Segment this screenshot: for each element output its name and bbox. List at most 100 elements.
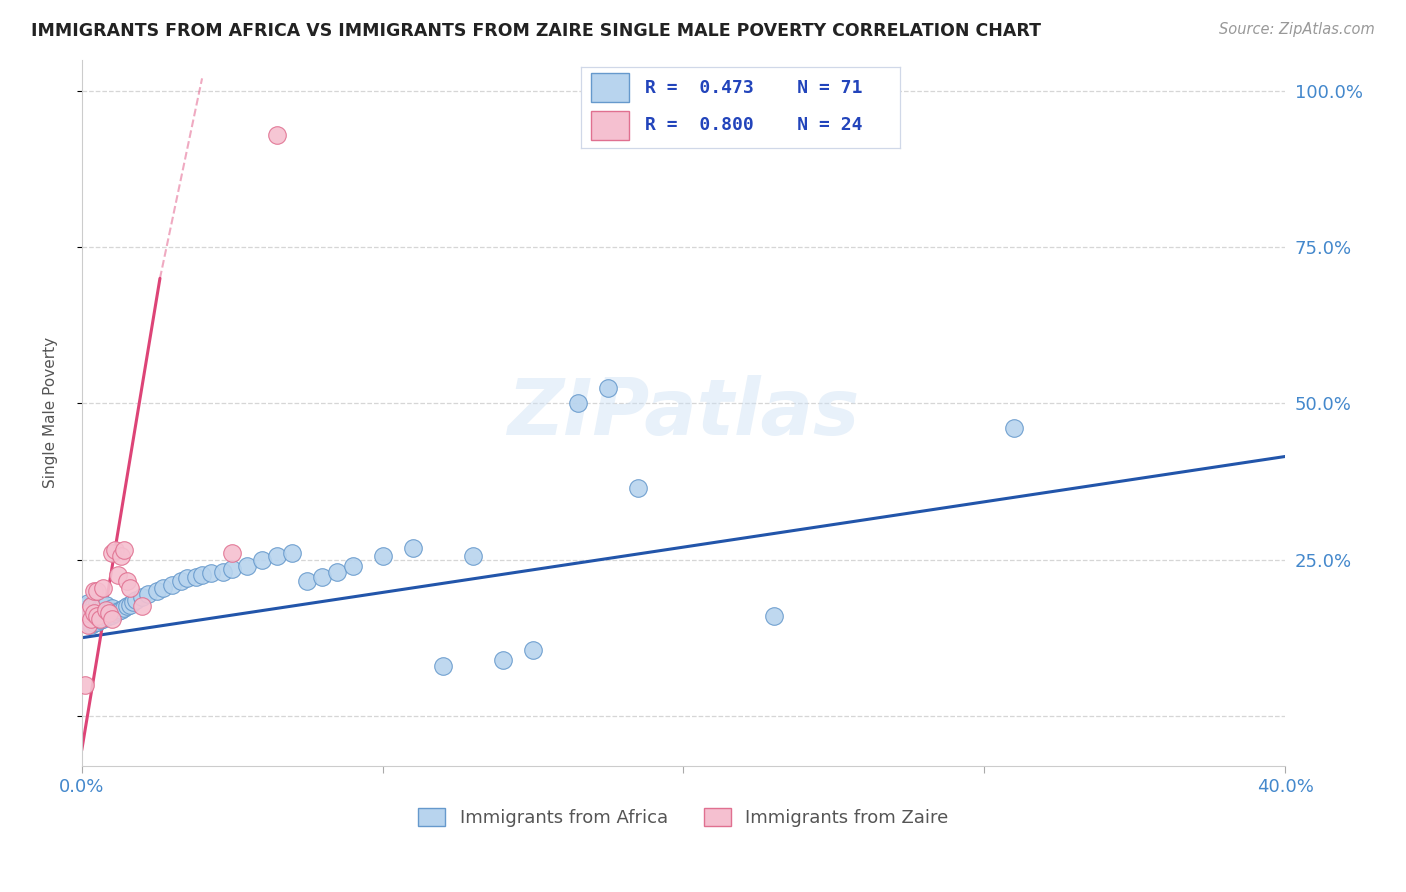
Point — [101, 601, 124, 615]
Point — [371, 549, 394, 564]
Point — [118, 598, 141, 612]
Point — [73, 606, 96, 620]
Point — [110, 602, 132, 616]
Point — [86, 583, 108, 598]
Point — [125, 593, 148, 607]
Point — [94, 610, 117, 624]
Point — [107, 568, 129, 582]
Point — [83, 598, 105, 612]
Point — [83, 616, 105, 631]
Point — [522, 643, 544, 657]
Point — [236, 558, 259, 573]
Point — [76, 618, 98, 632]
Point — [89, 613, 111, 627]
Point — [184, 570, 207, 584]
Point — [281, 546, 304, 560]
Point — [86, 615, 108, 629]
Point — [598, 381, 620, 395]
Point — [118, 581, 141, 595]
Point — [112, 543, 135, 558]
Point — [266, 549, 288, 564]
Point — [97, 608, 120, 623]
Point — [326, 565, 349, 579]
Point — [91, 599, 114, 614]
Point — [567, 396, 589, 410]
Point — [73, 678, 96, 692]
Point — [176, 571, 198, 585]
Point — [131, 599, 153, 614]
Point — [101, 607, 124, 622]
Point — [122, 595, 145, 609]
Point — [76, 602, 98, 616]
Point — [83, 606, 105, 620]
Point — [221, 562, 243, 576]
Point — [76, 608, 98, 623]
Point — [76, 596, 98, 610]
Point — [212, 565, 235, 579]
Point — [152, 581, 174, 595]
Point — [101, 612, 124, 626]
Point — [89, 612, 111, 626]
Point — [80, 612, 103, 626]
Point — [492, 652, 515, 666]
Point — [91, 606, 114, 620]
Point — [131, 590, 153, 604]
Point — [73, 599, 96, 614]
Point — [110, 549, 132, 564]
Point — [311, 570, 333, 584]
Point — [83, 583, 105, 598]
Point — [252, 552, 274, 566]
Point — [80, 606, 103, 620]
Point — [86, 602, 108, 616]
Point — [112, 601, 135, 615]
Point — [76, 606, 98, 620]
Point — [107, 604, 129, 618]
Point — [91, 581, 114, 595]
Point — [73, 612, 96, 626]
Point — [200, 566, 222, 581]
Point — [94, 598, 117, 612]
Legend: Immigrants from Africa, Immigrants from Zaire: Immigrants from Africa, Immigrants from … — [411, 801, 956, 835]
Point — [342, 558, 364, 573]
Point — [86, 608, 108, 623]
Point — [80, 599, 103, 614]
Point — [191, 568, 214, 582]
Point — [86, 608, 108, 623]
Point — [297, 574, 319, 589]
Text: ZIPatlas: ZIPatlas — [508, 375, 859, 450]
Point — [80, 612, 103, 626]
Point — [104, 543, 127, 558]
Point — [432, 658, 454, 673]
Point — [104, 606, 127, 620]
Point — [266, 128, 288, 142]
Point — [91, 612, 114, 626]
Point — [101, 546, 124, 560]
Point — [86, 596, 108, 610]
Text: Source: ZipAtlas.com: Source: ZipAtlas.com — [1219, 22, 1375, 37]
Point — [627, 481, 650, 495]
Point — [762, 608, 785, 623]
Point — [94, 604, 117, 618]
Point — [136, 587, 159, 601]
Point — [83, 604, 105, 618]
Point — [80, 618, 103, 632]
Point — [1002, 421, 1025, 435]
Point — [83, 610, 105, 624]
Point — [80, 599, 103, 614]
Point — [221, 546, 243, 560]
Point — [76, 615, 98, 629]
Point — [115, 599, 138, 614]
Point — [115, 574, 138, 589]
Point — [170, 574, 193, 589]
Point — [160, 577, 183, 591]
Y-axis label: Single Male Poverty: Single Male Poverty — [44, 337, 58, 488]
Point — [89, 600, 111, 615]
Point — [402, 541, 425, 556]
Point — [97, 606, 120, 620]
Point — [89, 607, 111, 621]
Point — [461, 549, 484, 564]
Point — [94, 602, 117, 616]
Point — [146, 583, 169, 598]
Point — [97, 602, 120, 616]
Text: IMMIGRANTS FROM AFRICA VS IMMIGRANTS FROM ZAIRE SINGLE MALE POVERTY CORRELATION : IMMIGRANTS FROM AFRICA VS IMMIGRANTS FRO… — [31, 22, 1040, 40]
